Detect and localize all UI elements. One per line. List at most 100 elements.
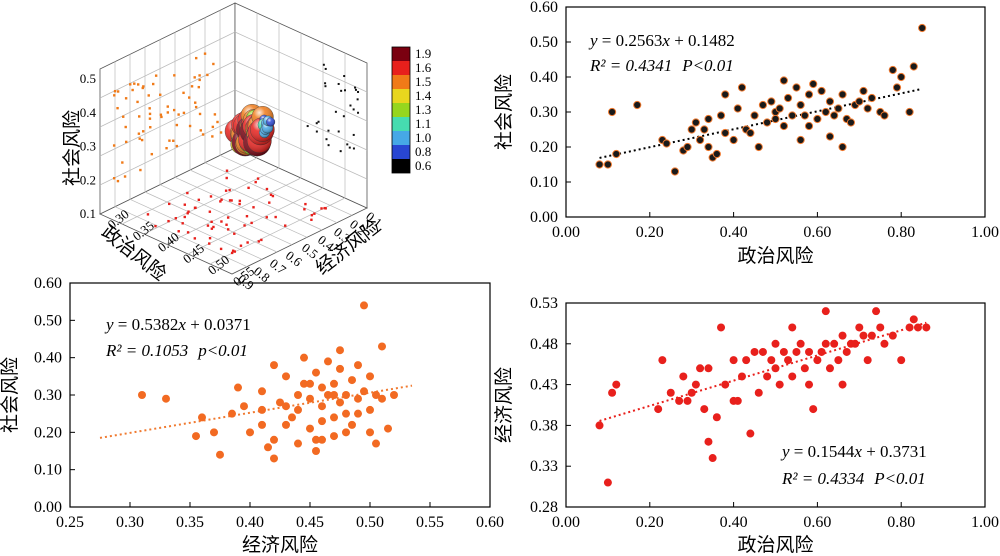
grid-line: [187, 187, 324, 255]
x-tick-label: 0.80: [887, 224, 915, 241]
data-point: [330, 432, 338, 441]
y-tick-label: 0.30: [34, 387, 62, 404]
data-point: [767, 356, 776, 365]
colorbar: 1.91.61.51.41.31.11.00.80.6: [391, 46, 432, 174]
y-tick-label: 0.60: [34, 275, 62, 292]
wall-projection-dot: [113, 89, 117, 93]
wall-projection-dot: [141, 86, 144, 90]
wall-projection-dot: [339, 150, 342, 153]
floor-projection-dot: [210, 220, 213, 224]
wall-projection-dot: [154, 74, 158, 77]
floor-projection-dot: [323, 206, 326, 210]
floor-projection-dot: [168, 202, 171, 206]
data-point: [318, 383, 326, 392]
wall-projection-dot: [133, 82, 136, 85]
floor-projection-dot: [224, 189, 228, 192]
colorbar-label: 1.3: [415, 102, 431, 117]
wall-projection-dot: [349, 104, 352, 107]
floor-projection-dot: [256, 177, 260, 180]
data-point: [859, 331, 868, 340]
wall-projection-dot: [125, 140, 128, 144]
floor-projection-dot: [320, 207, 323, 210]
wall-projection-dot: [352, 147, 355, 150]
data-point: [633, 100, 642, 110]
data-point: [654, 405, 663, 414]
z-tick-label: 0.5: [80, 71, 96, 86]
wall-projection-dot: [327, 144, 330, 147]
wall-projection-dot: [317, 120, 320, 123]
r2-text: R² = 0.4334: [781, 469, 865, 488]
wall-projection-dot: [122, 115, 125, 118]
data-point: [294, 405, 302, 414]
wall-projection-dot: [112, 144, 116, 147]
data-point: [683, 396, 692, 405]
floor-projection-dot: [193, 206, 197, 210]
y-tick-label: 0.60: [530, 0, 558, 16]
data-point: [192, 432, 200, 441]
trend-line: [599, 321, 927, 422]
colorbar-segment: [392, 131, 410, 145]
data-point: [746, 429, 755, 438]
grid-line: [121, 157, 258, 225]
floor-projection-dot: [206, 224, 210, 227]
data-point: [312, 368, 320, 377]
data-point: [612, 380, 621, 389]
y-tick-label: 0.30: [530, 104, 558, 121]
y-tick-label: 0.53: [530, 295, 558, 312]
colorbar-segment: [392, 47, 410, 61]
eq-part: = 0.2563: [598, 31, 663, 50]
eq-var-x: x: [661, 31, 670, 50]
floor-projection-dot: [208, 242, 211, 245]
floor-projection-dot: [187, 210, 190, 213]
data-point: [729, 356, 738, 365]
data-point: [264, 443, 272, 452]
panel-economy-vs-social: 0.25 0.30 0.35 0.40 0.45 0.50 0.55 0.60 0.00 0.1…: [0, 275, 504, 556]
z-tick-label: 0.4: [80, 105, 97, 120]
wall-projection-dot: [124, 97, 128, 100]
wall-projection-dot: [315, 122, 318, 125]
wall-projection-dot: [199, 129, 202, 132]
data-point: [813, 114, 822, 124]
colorbar-segment: [392, 145, 410, 159]
wall-projection-dot: [177, 113, 180, 116]
wall-projection-dot: [165, 146, 168, 150]
data-point: [733, 104, 742, 113]
data-point: [228, 409, 236, 418]
data-point: [758, 100, 768, 110]
data-point: [696, 364, 705, 373]
wall-projection-dot: [172, 108, 176, 112]
wall-projection-dot: [195, 56, 198, 60]
wall-projection-dot: [348, 146, 351, 149]
data-point: [366, 428, 374, 437]
eq-part: + 0.0371: [186, 315, 251, 334]
data-point: [687, 125, 696, 134]
wall-projection-dot: [190, 85, 194, 88]
x-tick-label: 0.00: [552, 224, 580, 241]
y-tick-labels: 0.00 0.10 0.20 0.30 0.40 0.50 0.60: [34, 275, 62, 516]
wall-projection-dot: [147, 94, 150, 97]
data-point: [708, 454, 717, 463]
bubble-shade: [266, 117, 275, 127]
y-tick-label: 0.50: [530, 34, 558, 51]
wall-projection-dot: [124, 125, 127, 129]
colorbar-border: [391, 46, 411, 174]
data-point: [800, 364, 809, 373]
data-point: [763, 372, 772, 381]
data-point: [750, 347, 759, 356]
data-point: [805, 347, 814, 356]
floor-projection-dot: [193, 237, 197, 240]
wall-projection-dot: [346, 143, 349, 146]
floor-projection-dot: [265, 187, 269, 191]
floor-projection-dot: [260, 238, 263, 242]
floor-projection-dot: [230, 199, 233, 202]
colorbar-segment: [392, 103, 410, 117]
data-point: [216, 450, 224, 459]
r-squared-p-value: R² = 0.4334 P<0.01: [781, 469, 926, 488]
data-point: [821, 107, 830, 117]
wall-projection-dot: [337, 82, 340, 85]
data-point: [792, 347, 801, 356]
x-tick-label: 0.20: [636, 514, 664, 531]
data-point: [846, 118, 856, 127]
data-point: [691, 380, 700, 389]
data-point: [704, 142, 713, 152]
